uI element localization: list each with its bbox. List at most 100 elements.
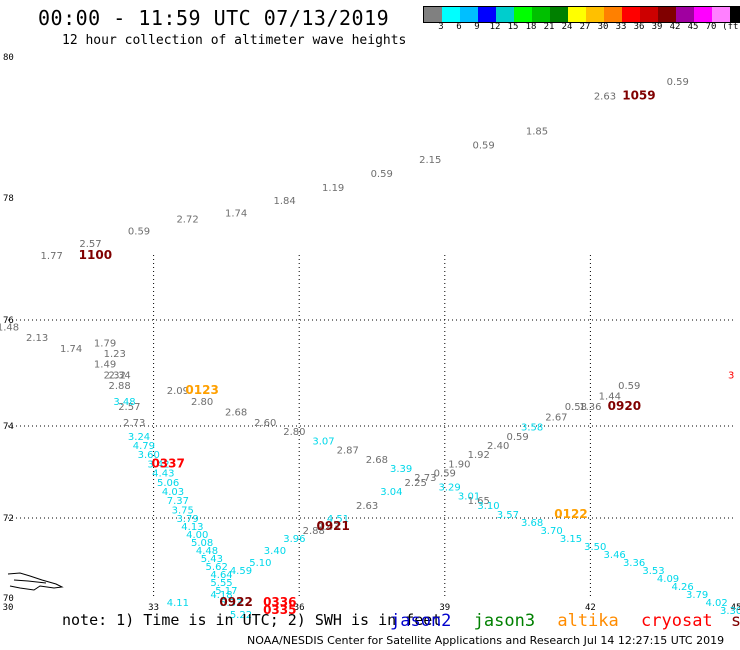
legend-tick-label: 70 xyxy=(705,22,717,32)
data-label: 0122 xyxy=(554,507,587,521)
legend-swatch xyxy=(478,7,496,22)
legend-swatch xyxy=(496,7,514,22)
data-label: 2.72 xyxy=(176,214,198,225)
data-label: 1.85 xyxy=(526,127,548,138)
color-legend-bar xyxy=(423,6,740,23)
data-label: 3.36 xyxy=(623,558,645,569)
data-label: 2.68 xyxy=(366,455,388,466)
data-label: 3.60 xyxy=(138,450,160,461)
legend-tick-label: (ft) xyxy=(722,22,740,32)
legend-swatch xyxy=(640,7,658,22)
data-label: 1100 xyxy=(79,248,112,262)
x-tick-label: 45 xyxy=(731,603,740,613)
data-label: 4.11 xyxy=(167,598,189,609)
y-tick-label: 72 xyxy=(3,514,14,524)
data-label: 2.09 xyxy=(167,386,189,397)
data-label: 3.01 xyxy=(458,492,480,503)
data-label: 3.53 xyxy=(642,566,664,577)
data-label: 3.79 xyxy=(686,590,708,601)
data-label: 5.08 xyxy=(191,538,213,549)
data-label: 3.48 xyxy=(113,397,135,408)
legend-swatch xyxy=(424,7,442,22)
data-label: 7.37 xyxy=(167,496,189,507)
data-label: 1.36 xyxy=(579,402,601,413)
data-label: 4.13 xyxy=(181,522,203,533)
legend-tick-label: 27 xyxy=(579,22,591,32)
chart-subtitle: 12 hour collection of altimeter wave hei… xyxy=(62,33,407,48)
data-label: 2.63 xyxy=(594,91,616,102)
data-label: 5.22 xyxy=(230,610,252,621)
data-label: 3.10 xyxy=(477,501,499,512)
data-label: 4.48 xyxy=(196,546,218,557)
data-label: 2.25 xyxy=(405,478,427,489)
data-label: 2.80 xyxy=(191,397,213,408)
data-label: 0921 xyxy=(316,519,349,533)
data-label: 1059 xyxy=(622,88,655,102)
y-tick-label: 74 xyxy=(3,422,14,432)
data-label: 0.59 xyxy=(371,169,393,180)
data-label: 3.68 xyxy=(521,518,543,529)
legend-swatch xyxy=(694,7,712,22)
data-label: 1.84 xyxy=(274,196,296,207)
data-label: 3.30 xyxy=(720,606,740,617)
legend-swatch xyxy=(568,7,586,22)
data-label: 2.15 xyxy=(419,155,441,166)
sat-cryosat: cryosat xyxy=(641,611,713,631)
data-label: 2.57 xyxy=(79,239,101,250)
legend-swatch xyxy=(676,7,694,22)
data-label: 1.79 xyxy=(94,339,116,350)
x-tick-label: 30 xyxy=(3,603,14,613)
data-label: 2.88 xyxy=(303,526,325,537)
data-label: 1.65 xyxy=(468,496,490,507)
legend-swatch xyxy=(622,7,640,22)
data-label: 4.00 xyxy=(186,530,208,541)
y-tick-label: 76 xyxy=(3,316,14,326)
data-label: 1.44 xyxy=(599,392,621,403)
legend-swatch xyxy=(550,7,568,22)
data-label: 1.49 xyxy=(94,360,116,371)
data-label: 2.40 xyxy=(487,441,509,452)
x-tick-label: 39 xyxy=(439,603,450,613)
data-label: 3.58 xyxy=(521,423,543,434)
data-label: 0335 xyxy=(263,603,296,617)
x-tick-label: 33 xyxy=(148,603,159,613)
legend-swatch xyxy=(712,7,730,22)
data-label: 5.55 xyxy=(210,578,232,589)
x-tick-label: 42 xyxy=(585,603,596,613)
legend-swatch xyxy=(532,7,550,22)
data-label: 3 xyxy=(728,370,734,381)
satellite-legend: jason2 jason3 altika cryosat s3a xyxy=(390,611,740,631)
data-label: 5.62 xyxy=(206,562,228,573)
legend-tick-label: 9 xyxy=(474,22,480,32)
legend-swatch xyxy=(514,7,532,22)
data-label: 1.74 xyxy=(225,208,247,219)
data-label: 1.77 xyxy=(41,251,63,262)
x-tick-label: 36 xyxy=(294,603,305,613)
data-label: 0123 xyxy=(185,383,218,397)
data-label: 4.51 xyxy=(327,514,349,525)
legend-swatch xyxy=(658,7,676,22)
data-label: 2.67 xyxy=(545,413,567,424)
data-label: 2.32 xyxy=(104,370,126,381)
data-label: 2.88 xyxy=(108,381,130,392)
data-label: 3.40 xyxy=(264,546,286,557)
legend-tick-label: 6 xyxy=(456,22,462,32)
data-label: 3.46 xyxy=(604,550,626,561)
y-tick-label: 70 xyxy=(3,594,14,604)
legend-tick-label: 45 xyxy=(687,22,699,32)
data-label: 3.75 xyxy=(172,505,194,516)
legend-tick-label: 12 xyxy=(489,22,501,32)
footer-credit: NOAA/NESDIS Center for Satellite Applica… xyxy=(247,634,725,647)
note-prefix: note: 1) Time is in UTC; 2) SWH is in fe… xyxy=(62,611,442,629)
data-label: 2.13 xyxy=(26,333,48,344)
legend-tick-label: 36 xyxy=(633,22,645,32)
data-label: 5.17 xyxy=(215,586,237,597)
data-label: 5.06 xyxy=(157,478,179,489)
data-label: 0.59 xyxy=(506,432,528,443)
data-label: 1.19 xyxy=(322,183,344,194)
legend-swatch xyxy=(460,7,478,22)
data-label: 0920 xyxy=(608,399,641,413)
legend-tick-label: 33 xyxy=(615,22,627,32)
